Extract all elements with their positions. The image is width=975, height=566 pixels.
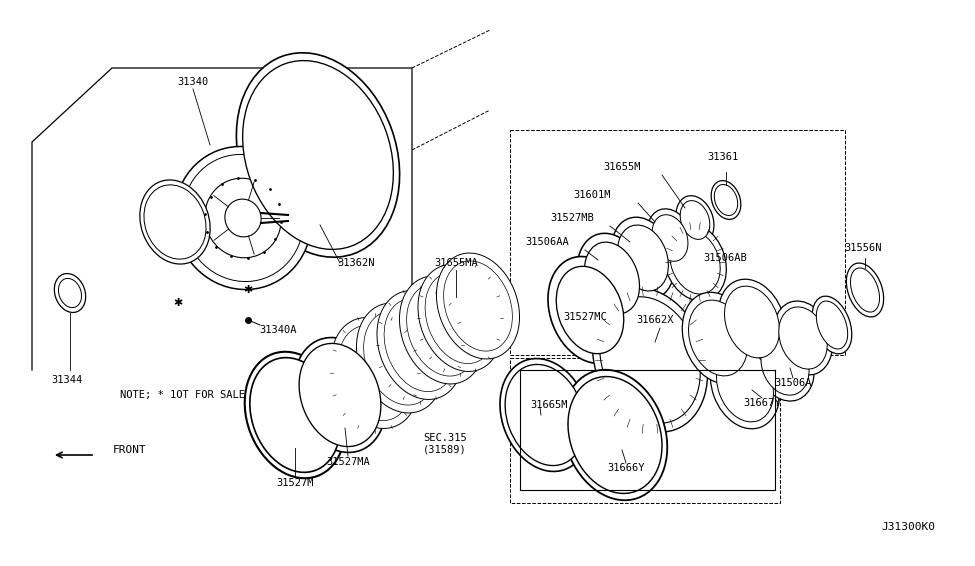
Text: 31340: 31340 <box>177 77 209 87</box>
Text: SEC.315: SEC.315 <box>423 433 467 443</box>
Ellipse shape <box>245 351 345 478</box>
Ellipse shape <box>548 256 632 363</box>
Ellipse shape <box>144 185 206 259</box>
Text: (31589): (31589) <box>423 445 467 455</box>
Text: 31527M: 31527M <box>276 478 314 488</box>
Ellipse shape <box>58 278 82 307</box>
Ellipse shape <box>711 341 780 429</box>
Text: ✱: ✱ <box>244 285 253 295</box>
Text: J31300K0: J31300K0 <box>881 522 935 532</box>
Text: 31506A: 31506A <box>774 378 812 388</box>
Text: 31527MC: 31527MC <box>564 312 606 322</box>
Ellipse shape <box>846 263 883 317</box>
Ellipse shape <box>812 296 852 354</box>
Ellipse shape <box>600 297 700 423</box>
Text: 31506AB: 31506AB <box>703 253 747 263</box>
Ellipse shape <box>250 358 340 473</box>
Ellipse shape <box>377 290 463 400</box>
Ellipse shape <box>688 300 748 376</box>
Ellipse shape <box>760 335 809 395</box>
Ellipse shape <box>577 233 646 323</box>
Ellipse shape <box>175 147 311 290</box>
Ellipse shape <box>711 181 741 220</box>
Ellipse shape <box>418 264 502 371</box>
Ellipse shape <box>670 230 721 294</box>
Text: 31666Y: 31666Y <box>607 463 644 473</box>
Ellipse shape <box>139 180 211 264</box>
Text: 31527MB: 31527MB <box>550 213 594 223</box>
Ellipse shape <box>756 329 814 401</box>
Ellipse shape <box>505 365 585 466</box>
Ellipse shape <box>357 303 444 413</box>
Ellipse shape <box>384 298 456 392</box>
Text: 31601M: 31601M <box>573 190 610 200</box>
Ellipse shape <box>225 199 261 237</box>
Text: FRONT: FRONT <box>113 445 147 455</box>
Ellipse shape <box>299 344 381 447</box>
Ellipse shape <box>437 253 520 359</box>
Ellipse shape <box>611 217 675 299</box>
Text: 31344: 31344 <box>52 375 83 385</box>
Ellipse shape <box>719 279 786 365</box>
Ellipse shape <box>717 348 773 422</box>
Ellipse shape <box>773 301 833 375</box>
Text: 31662X: 31662X <box>637 315 674 325</box>
Ellipse shape <box>500 358 590 471</box>
Ellipse shape <box>724 286 780 358</box>
Ellipse shape <box>681 200 710 239</box>
Text: 31362N: 31362N <box>337 258 374 268</box>
Ellipse shape <box>407 284 478 376</box>
Ellipse shape <box>236 53 400 257</box>
Text: NOTE; * 1OT FOR SALE: NOTE; * 1OT FOR SALE <box>120 390 245 400</box>
Bar <box>510 358 780 503</box>
Ellipse shape <box>779 307 827 369</box>
Text: ✱: ✱ <box>174 298 182 308</box>
Text: 31655M: 31655M <box>604 162 641 172</box>
Ellipse shape <box>338 325 411 421</box>
Ellipse shape <box>617 225 669 291</box>
Ellipse shape <box>243 61 393 250</box>
Ellipse shape <box>556 267 624 354</box>
Ellipse shape <box>364 311 437 405</box>
Text: 31667Y: 31667Y <box>743 398 781 408</box>
Ellipse shape <box>647 209 693 267</box>
Ellipse shape <box>584 242 640 314</box>
Ellipse shape <box>850 268 879 312</box>
Ellipse shape <box>563 370 667 500</box>
Text: 31527MA: 31527MA <box>326 457 370 467</box>
Text: 31340A: 31340A <box>259 325 296 335</box>
Bar <box>510 130 845 355</box>
Ellipse shape <box>676 196 714 245</box>
Ellipse shape <box>664 223 726 301</box>
Ellipse shape <box>400 276 485 384</box>
Ellipse shape <box>205 178 281 258</box>
Ellipse shape <box>182 155 303 281</box>
Ellipse shape <box>294 337 386 452</box>
Text: 31655MA: 31655MA <box>434 258 478 268</box>
Ellipse shape <box>568 376 662 494</box>
Ellipse shape <box>425 272 495 363</box>
Ellipse shape <box>652 215 688 261</box>
Text: 31506AA: 31506AA <box>526 237 568 247</box>
Ellipse shape <box>816 301 847 349</box>
Text: 31361: 31361 <box>708 152 739 162</box>
Ellipse shape <box>593 288 708 432</box>
Ellipse shape <box>682 292 754 384</box>
Text: 31556N: 31556N <box>844 243 881 253</box>
Ellipse shape <box>715 185 738 216</box>
Ellipse shape <box>444 261 513 351</box>
Text: 31665M: 31665M <box>530 400 567 410</box>
Ellipse shape <box>331 318 419 428</box>
Ellipse shape <box>55 273 86 312</box>
